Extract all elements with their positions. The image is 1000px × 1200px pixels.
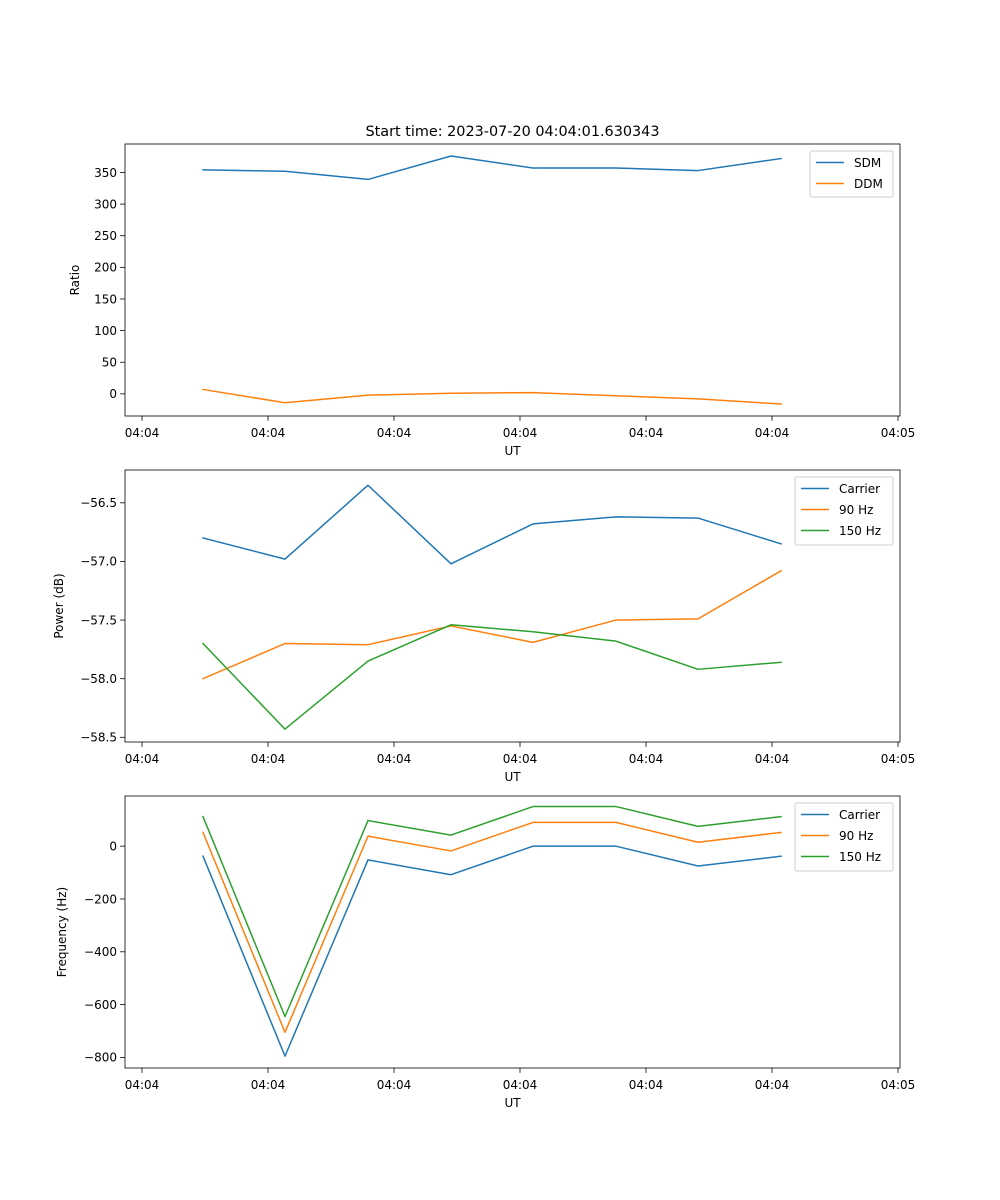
y-tick-label: −200 <box>84 892 117 906</box>
legend-box <box>794 476 894 546</box>
y-tick-label: 150 <box>94 292 117 306</box>
legend-label: Carrier <box>839 482 880 496</box>
x-tick-label: 04:05 <box>881 426 916 440</box>
series-line-90-hz <box>202 821 782 1034</box>
series-line-carrier <box>202 484 782 565</box>
series-line-90-hz <box>202 569 783 680</box>
y-tick-label: −58.5 <box>80 731 117 745</box>
x-axis-label: UT <box>504 770 521 784</box>
x-tick-label: 04:04 <box>629 752 664 766</box>
x-tick-label: 04:04 <box>125 1078 160 1092</box>
y-tick-label: −400 <box>84 945 117 959</box>
y-tick-label: −800 <box>84 1051 117 1065</box>
x-tick-label: 04:04 <box>377 426 412 440</box>
x-axis-label: UT <box>504 1096 521 1110</box>
legend-label: DDM <box>854 177 883 191</box>
y-tick-label: 250 <box>94 229 117 243</box>
y-axis-label: Ratio <box>68 265 82 296</box>
subplot-3: 04:04 04:04 04:04 04:04 04:04 04:04 04:05 −800 −… <box>55 795 916 1110</box>
y-tick-label: −58.0 <box>80 672 117 686</box>
x-tick-label: 04:04 <box>629 426 664 440</box>
axes-frame <box>124 143 901 417</box>
y-tick-label: 200 <box>94 261 117 275</box>
subplot-1: 04:04 04:04 04:04 04:04 04:04 04:04 04:05 0 50 10… <box>68 124 915 458</box>
y-tick-label: 300 <box>94 197 117 211</box>
legend: Carrier 90 Hz 150 Hz <box>794 802 894 872</box>
x-axis-label: UT <box>504 444 521 458</box>
x-tick-label: 04:04 <box>755 1078 790 1092</box>
x-tick-label: 04:04 <box>125 752 160 766</box>
y-axis-label: Power (dB) <box>52 573 66 638</box>
legend: Carrier 90 Hz 150 Hz <box>794 476 894 546</box>
legend-label: 90 Hz <box>839 503 873 517</box>
y-tick-label: −56.5 <box>80 496 117 510</box>
x-tick-label: 04:04 <box>503 752 538 766</box>
legend-label: SDM <box>854 156 881 170</box>
chart-title: Start time: 2023-07-20 04:04:01.630343 <box>365 124 659 140</box>
legend-label: 150 Hz <box>839 850 881 864</box>
axes-frame <box>124 469 901 743</box>
x-tick-label: 04:05 <box>881 752 916 766</box>
y-tick-label: −57.0 <box>80 555 117 569</box>
subplot-2: 04:04 04:04 04:04 04:04 04:04 04:04 04:05 −58.5… <box>52 469 916 784</box>
y-axis-label: Frequency (Hz) <box>55 887 69 978</box>
x-tick-label: 04:04 <box>629 1078 664 1092</box>
series-line-sdm <box>202 155 782 181</box>
series-line-150-hz <box>201 624 782 730</box>
y-tick-label: 50 <box>102 356 117 370</box>
x-tick-label: 04:04 <box>755 426 790 440</box>
x-tick-label: 04:04 <box>251 426 286 440</box>
x-tick-label: 04:04 <box>503 426 538 440</box>
y-tick-label: −57.5 <box>80 613 117 627</box>
x-tick-label: 04:04 <box>377 1078 412 1092</box>
legend-box <box>794 802 894 872</box>
x-tick-label: 04:04 <box>503 1078 538 1092</box>
series-line-150-hz <box>202 805 782 1018</box>
x-tick-label: 04:04 <box>251 752 286 766</box>
x-tick-label: 04:04 <box>251 1078 286 1092</box>
legend: SDM DDM <box>809 150 894 198</box>
legend-label: 90 Hz <box>839 829 873 843</box>
series-line-carrier <box>202 845 782 1057</box>
series-line-ddm <box>202 388 782 405</box>
axes-frame <box>124 795 901 1069</box>
y-tick-label: 100 <box>94 324 117 338</box>
x-tick-label: 04:04 <box>755 752 790 766</box>
legend-label: Carrier <box>839 808 880 822</box>
y-tick-label: −600 <box>84 998 117 1012</box>
y-tick-label: 0 <box>109 839 117 853</box>
x-tick-label: 04:04 <box>377 752 412 766</box>
y-tick-label: 0 <box>109 387 117 401</box>
x-tick-label: 04:04 <box>125 426 160 440</box>
x-tick-label: 04:05 <box>881 1078 916 1092</box>
legend-label: 150 Hz <box>839 524 881 538</box>
y-tick-label: 350 <box>94 166 117 180</box>
